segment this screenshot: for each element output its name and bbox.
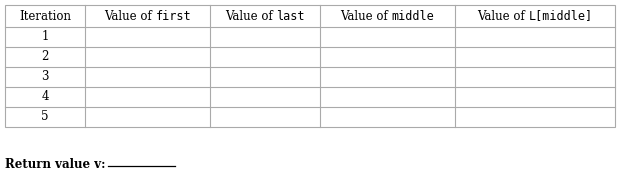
Text: Iteration: Iteration <box>19 10 71 22</box>
Text: first: first <box>155 10 191 22</box>
Bar <box>5 5 615 127</box>
Text: Value of: Value of <box>341 10 392 22</box>
Text: Value of: Value of <box>225 10 276 22</box>
Text: Value of: Value of <box>104 10 155 22</box>
Text: Value of: Value of <box>477 10 529 22</box>
Text: 4: 4 <box>41 90 49 103</box>
Text: 5: 5 <box>41 111 49 124</box>
Text: middle: middle <box>392 10 434 22</box>
Text: 3: 3 <box>41 71 49 84</box>
Text: 1: 1 <box>41 30 49 43</box>
Text: 2: 2 <box>41 51 49 63</box>
Text: last: last <box>276 10 305 22</box>
Text: Return value v:: Return value v: <box>5 158 106 171</box>
Text: L[middle]: L[middle] <box>529 10 593 22</box>
